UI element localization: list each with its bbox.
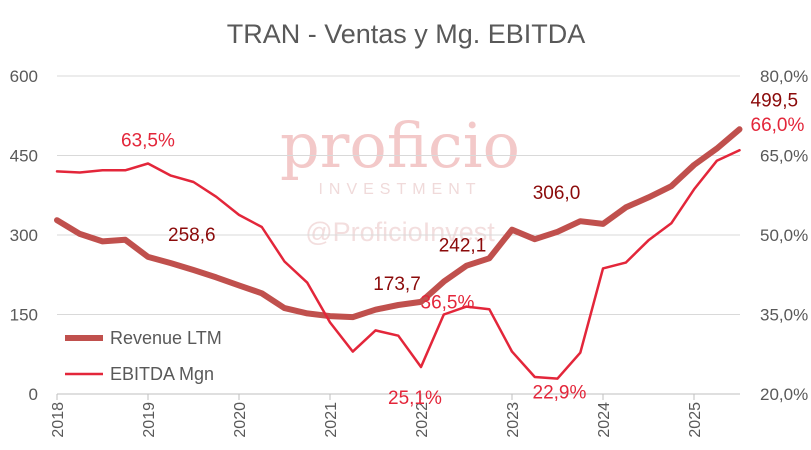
data-label: 258,6: [168, 225, 216, 246]
data-labels: 258,6 173,7 242,1 306,0 499,5 63,5% 25,1% 36,5%…: [121, 90, 804, 409]
legend-label-revenue: Revenue LTM: [110, 328, 222, 348]
x-axis-ticks: 2018 2019 2020 2021 2022 2023 2024 2025: [50, 394, 704, 438]
watermark: proficio INVESTMENT @ProficioInvest: [280, 109, 520, 247]
data-label: 22,9%: [533, 383, 587, 404]
data-label: 306,0: [533, 183, 581, 204]
data-label: 63,5%: [121, 131, 175, 152]
left-tick-label: 300: [10, 226, 38, 245]
watermark-handle: @ProficioInvest: [305, 217, 495, 247]
legend: Revenue LTM EBITDA Mgn: [65, 328, 222, 384]
series-lines: [54, 126, 743, 380]
x-tick-label: 2022: [414, 402, 431, 438]
chart-title: TRAN - Ventas y Mg. EBITDA: [227, 19, 586, 49]
x-tick-label: 2020: [232, 402, 249, 438]
data-label: 499,5: [751, 90, 799, 111]
legend-label-ebitda: EBITDA Mgn: [110, 364, 214, 384]
x-tick-label: 2024: [596, 402, 613, 438]
x-tick-label: 2021: [323, 402, 340, 438]
right-axis-ticks: 20,0% 35,0% 50,0% 65,0% 80,0%: [760, 67, 808, 404]
gridlines: [57, 75, 740, 395]
right-tick-label: 80,0%: [760, 67, 808, 86]
x-tick-label: 2023: [505, 402, 522, 438]
left-tick-label: 150: [10, 306, 38, 325]
watermark-logo: proficio: [280, 109, 520, 182]
series-line-revenue: [54, 126, 743, 321]
watermark-subtitle: INVESTMENT: [318, 181, 481, 198]
right-tick-label: 65,0%: [760, 147, 808, 166]
left-tick-label: 450: [10, 147, 38, 166]
left-tick-label: 0: [29, 385, 38, 404]
data-label: 36,5%: [421, 293, 475, 314]
data-label: 25,1%: [388, 388, 442, 409]
series-line-ebitda: [55, 148, 741, 380]
data-label: 66,0%: [751, 115, 805, 136]
right-tick-label: 50,0%: [760, 226, 808, 245]
left-axis-ticks: 0 150 300 450 600: [10, 67, 38, 404]
right-tick-label: 20,0%: [760, 385, 808, 404]
x-tick-label: 2018: [50, 402, 67, 438]
data-label: 242,1: [439, 236, 487, 257]
data-label: 173,7: [373, 274, 421, 295]
x-tick-label: 2025: [687, 402, 704, 438]
x-tick-label: 2019: [141, 402, 158, 438]
right-tick-label: 35,0%: [760, 306, 808, 325]
left-tick-label: 600: [10, 67, 38, 86]
